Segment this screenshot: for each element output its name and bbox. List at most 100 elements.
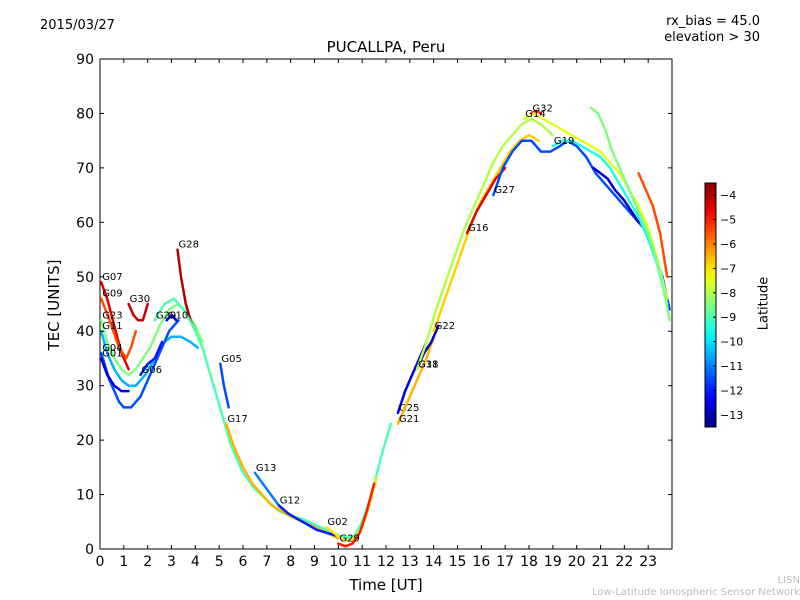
series-label-G17: G17	[227, 414, 247, 425]
colorbar-tick-label: −5	[720, 214, 736, 227]
chart-title: PUCALLPA, Peru	[326, 38, 446, 56]
series-line-G19	[551, 139, 669, 306]
series-line-G06	[139, 340, 164, 377]
plot-area	[99, 58, 673, 550]
series-line-G29	[337, 482, 376, 548]
series-label-G01: G01	[102, 348, 122, 359]
y-tick-label: 60	[76, 215, 94, 231]
y-tick-label: 40	[76, 324, 94, 340]
x-tick-label: 8	[286, 554, 295, 570]
series-label-G23: G23	[102, 310, 122, 321]
series-line-G17	[225, 422, 340, 540]
series-line-G07	[99, 280, 130, 371]
series-line-G18	[415, 117, 555, 371]
series-label-G10: G10	[168, 310, 188, 321]
series-label-G20: G20	[156, 310, 176, 321]
series-label-G02: G02	[327, 517, 347, 528]
series-line-G04	[99, 319, 180, 409]
x-tick-label: 3	[167, 554, 176, 570]
y-tick-label: 10	[76, 488, 94, 504]
series-label-G18: G18	[418, 359, 438, 370]
series-line-G12	[277, 504, 338, 537]
bias-info: rx_bias = 45.0 elevation > 30	[664, 14, 760, 46]
series-label-G12: G12	[280, 495, 300, 506]
series-label-G14: G14	[525, 109, 545, 120]
x-tick-label: 23	[639, 554, 657, 570]
x-tick-label: 6	[239, 554, 248, 570]
x-tick-label: 12	[377, 554, 395, 570]
series-label-G05: G05	[221, 354, 241, 365]
colorbar	[704, 182, 717, 428]
series-line-G16	[465, 166, 507, 235]
series-label-G04: G04	[102, 343, 122, 354]
colorbar-tick-label: −9	[720, 311, 736, 324]
colorbar-tick-label: −6	[720, 238, 736, 251]
colorbar-tick-label: −8	[720, 287, 736, 300]
series-line-G30	[127, 302, 149, 322]
x-tick-label: 17	[496, 554, 514, 570]
colorbar-tick-label: −11	[720, 360, 743, 373]
y-tick-label: 50	[76, 270, 94, 286]
series-line-unlabeled-28	[637, 172, 669, 279]
x-tick-label: 13	[401, 554, 419, 570]
x-tick-label: 1	[119, 554, 128, 570]
y-tick-label: 90	[76, 52, 94, 68]
series-label-G30: G30	[130, 294, 150, 305]
elevation-label: elevation > 30	[664, 30, 760, 45]
series-label-G25: G25	[399, 403, 419, 414]
series-label-G09: G09	[102, 289, 122, 300]
series-label-G07: G07	[102, 272, 122, 283]
x-tick-label: 11	[353, 554, 371, 570]
series-label-G28: G28	[178, 240, 198, 251]
series-label-G22: G22	[435, 321, 455, 332]
rx-bias-label: rx_bias = 45.0	[666, 14, 760, 29]
series-label-G29: G29	[339, 534, 359, 545]
series-line-G05	[219, 362, 230, 409]
series-label-G21: G21	[399, 414, 419, 425]
series-label-G32: G32	[532, 103, 552, 114]
series-label-G06: G06	[142, 365, 162, 376]
x-tick-label: 10	[329, 554, 347, 570]
y-tick-label: 80	[76, 106, 94, 122]
x-tick-label: 18	[520, 554, 538, 570]
x-tick-label: 16	[472, 554, 490, 570]
x-tick-label: 22	[615, 554, 633, 570]
series-line-G10	[165, 313, 178, 322]
colorbar-tick-label: −10	[720, 336, 743, 349]
x-tick-label: 4	[191, 554, 200, 570]
x-tick-label: 19	[544, 554, 562, 570]
colorbar-tick-label: −7	[720, 262, 736, 275]
series-label-G27: G27	[494, 185, 514, 196]
y-tick-label: 0	[85, 542, 94, 558]
series-line-G11	[99, 329, 199, 387]
x-tick-label: 9	[310, 554, 319, 570]
colorbar-tick-label: −13	[720, 409, 743, 422]
x-tick-label: 0	[96, 554, 105, 570]
footer: LISN Low-Latitude Ionospheric Sensor Net…	[592, 575, 800, 599]
series-line-G21	[396, 335, 435, 426]
series-line-G14	[522, 112, 669, 300]
x-axis-label: Time [UT]	[349, 576, 423, 594]
series-label-G13: G13	[256, 463, 276, 474]
series-label-G16: G16	[468, 223, 488, 234]
footer-line-1: LISN	[777, 575, 800, 586]
y-tick-label: 30	[76, 379, 94, 395]
x-tick-label: 15	[449, 554, 467, 570]
y-tick-label: 70	[76, 161, 94, 177]
x-tick-label: 21	[592, 554, 610, 570]
date-label: 2015/03/27	[40, 18, 115, 33]
x-tick-label: 20	[568, 554, 586, 570]
series-label-G31: G31	[418, 359, 438, 370]
series-label-G11: G11	[102, 321, 122, 332]
x-tick-label: 5	[215, 554, 224, 570]
series-line-G09	[99, 297, 138, 360]
series-line-G01	[99, 357, 130, 393]
series-label-G19: G19	[554, 136, 574, 147]
footer-line-2: Low-Latitude Ionospheric Sensor Network	[592, 587, 800, 598]
y-tick-label: 20	[76, 433, 94, 449]
colorbar-tick-label: −12	[720, 384, 743, 397]
series-line-unlabeled-29	[592, 166, 640, 224]
colorbar-tick-label: −4	[720, 189, 736, 202]
x-tick-label: 2	[143, 554, 152, 570]
